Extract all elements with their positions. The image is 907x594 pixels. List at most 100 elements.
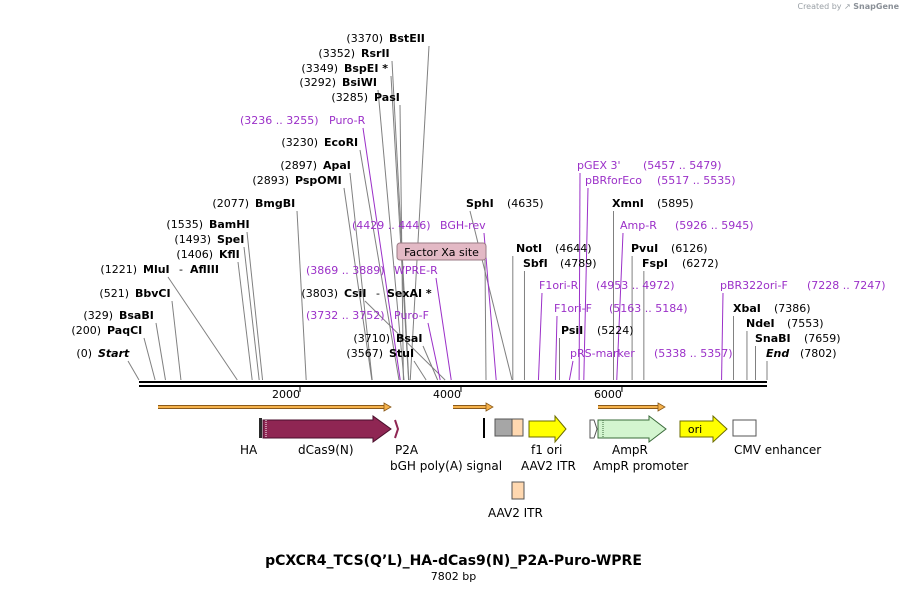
enzyme-position: (3710) (353, 332, 390, 345)
enzyme-name-end[interactable]: End (766, 347, 789, 360)
enzyme-name-pasi[interactable]: PasI (374, 91, 400, 104)
enzyme-site-line (243, 246, 260, 381)
enzyme-position: (3352) (318, 47, 355, 60)
scale-tick-label: 2000 (272, 388, 300, 401)
enzyme-name-sphi[interactable]: SphI (466, 197, 494, 210)
feature-p2a-marker[interactable] (394, 419, 400, 439)
enzyme-name-csii[interactable]: CsiI (344, 287, 366, 300)
enzyme-name-bsteii[interactable]: BstEII (389, 32, 425, 45)
enzyme-name-pvui[interactable]: PvuI (631, 242, 658, 255)
snapgene-credit: Created by ↗ SnapGene (797, 2, 899, 11)
feature-dcas9-arrow[interactable] (262, 415, 392, 443)
enzyme-name-apai[interactable]: ApaI (323, 159, 351, 172)
enzyme-position: (3803) (301, 287, 338, 300)
enzyme-name-snabi[interactable]: SnaBI (755, 332, 791, 345)
feature-f1-ori-arrow[interactable] (528, 414, 567, 444)
enzyme-name-rsrii[interactable]: RsrII (361, 47, 390, 60)
feature-aav2-itr-box[interactable] (511, 418, 524, 437)
primer-site-line (427, 322, 441, 381)
enzyme-site-line (127, 360, 140, 381)
primer-range: (5338 .. 5357) (654, 347, 733, 360)
feature-label-ha: HA (240, 443, 258, 457)
enzyme-name-sexai[interactable]: SexAI * (387, 287, 432, 300)
enzyme-name-paqci[interactable]: PaqCI (107, 324, 142, 337)
enzyme-name-start[interactable]: Start (98, 347, 130, 360)
primer-site-line (616, 232, 624, 381)
feature-label-ampr: AmpR (612, 443, 648, 457)
enzyme-name-stui[interactable]: StuI (389, 347, 414, 360)
primer-name-f1orir[interactable]: F1ori-R (539, 279, 579, 292)
primer-name-bghrev[interactable]: BGH-rev (440, 219, 486, 232)
enzyme-position: (5224) (597, 324, 634, 337)
enzyme-position: (1493) (174, 233, 211, 246)
enzyme-position: (3230) (281, 136, 318, 149)
enzyme-position: (2077) (212, 197, 249, 210)
enzyme-name-ecori[interactable]: EcoRI (324, 136, 358, 149)
enzyme-position: (7802) (800, 347, 837, 360)
feature-aav2-itr-box-lower[interactable] (511, 481, 525, 500)
enzyme-position: (0) (76, 347, 92, 360)
enzyme-name-sbfi[interactable]: SbfI (523, 257, 548, 270)
enzyme-name-fspi[interactable]: FspI (642, 257, 668, 270)
enzyme-name-xmni[interactable]: XmnI (612, 197, 644, 210)
feature-ampr-arrow[interactable] (597, 414, 667, 444)
enzyme-name-pspomi[interactable]: PspOMI (295, 174, 342, 187)
enzyme-position: (3285) (331, 91, 368, 104)
enzyme-name-bsai[interactable]: BsaI (396, 332, 422, 345)
enzyme-site-line (422, 345, 439, 381)
enzyme-name-noti[interactable]: NotI (516, 242, 542, 255)
factor-xa-label: Factor Xa site (404, 246, 479, 259)
feature-ha-bar[interactable] (259, 418, 262, 438)
enzyme-name-bbvci[interactable]: BbvCI (135, 287, 171, 300)
enzyme-position: (1535) (166, 218, 203, 231)
enzyme-site-line (167, 276, 238, 381)
enzyme-site-line (246, 231, 264, 381)
credit-prefix: Created by (797, 2, 842, 11)
feature-ori-arrow[interactable] (679, 414, 728, 444)
enzyme-position: (7659) (804, 332, 841, 345)
factor-xa-badge[interactable] (396, 242, 487, 261)
enzyme-position: (2897) (280, 159, 317, 172)
enzyme-position: (4789) (560, 257, 597, 270)
enzyme-site-line (364, 300, 446, 381)
feature-label-aav2itr: AAV2 ITR (521, 459, 576, 473)
primer-name-pbrforeco[interactable]: pBRforEco (585, 174, 642, 187)
enzyme-name-spei[interactable]: SpeI (217, 233, 244, 246)
feature-label-p2a: P2A (395, 443, 419, 457)
enzyme-name-bsabi[interactable]: BsaBI (119, 309, 154, 322)
primer-name-pgex3[interactable]: pGEX 3' (577, 159, 621, 172)
enzyme-name-ndei[interactable]: NdeI (746, 317, 775, 330)
enzyme-site-line (296, 210, 307, 381)
feature-label-cmvenhancer: CMV enhancer (734, 443, 821, 457)
primer-name-wprer[interactable]: WPRE-R (394, 264, 438, 277)
enzyme-name-bamhi[interactable]: BamHI (209, 218, 250, 231)
enzyme-name-psii[interactable]: PsiI (561, 324, 583, 337)
primer-name-f1orif[interactable]: F1ori-F (554, 302, 592, 315)
primer-name-purof[interactable]: Puro-F (394, 309, 429, 322)
feature-ampr-promoter[interactable] (589, 419, 598, 439)
primer-name-ampr[interactable]: Amp-R (620, 219, 657, 232)
enzyme-position: (200) (71, 324, 101, 337)
enzyme-name-afliii[interactable]: AflIII (190, 263, 219, 276)
feature-label-f1ori: f1 ori (531, 443, 562, 457)
primer-site-line (362, 127, 401, 381)
site-lines (127, 45, 768, 381)
enzyme-name-bspei[interactable]: BspEI * (344, 62, 388, 75)
enzyme-name-bsiwi[interactable]: BsiWI (342, 76, 377, 89)
enzyme-name-kfli[interactable]: KflI (219, 248, 240, 261)
enzyme-position: (6126) (671, 242, 708, 255)
primer-name-puror[interactable]: Puro-R (329, 114, 366, 127)
feature-ori-inner-label: ori (688, 423, 702, 436)
enzyme-position: (4635) (507, 197, 544, 210)
orf-arrow-head (485, 402, 494, 412)
feature-cmv-enhancer-box[interactable] (732, 419, 757, 437)
primer-name-prsmarker[interactable]: pRS-marker (570, 347, 635, 360)
primer-name-pbr322orif[interactable]: pBR322ori-F (720, 279, 788, 292)
enzyme-position: (7553) (787, 317, 824, 330)
enzyme-site-line (391, 60, 410, 381)
feature-bgh-polya-box[interactable] (494, 418, 513, 437)
enzyme-name-xbai[interactable]: XbaI (733, 302, 761, 315)
enzyme-name-mlui[interactable]: MluI (143, 263, 170, 276)
enzyme-name-bmgbi[interactable]: BmgBI (255, 197, 295, 210)
credit-brand: SnapGene (853, 2, 899, 11)
